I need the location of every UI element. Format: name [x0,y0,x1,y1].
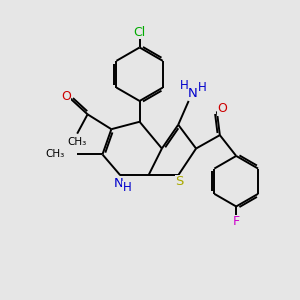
Text: S: S [176,175,184,188]
Text: H: H [180,79,189,92]
Text: Cl: Cl [134,26,146,38]
Text: N: N [114,177,124,190]
Text: O: O [217,103,227,116]
Text: CH₃: CH₃ [45,149,65,160]
Text: H: H [198,81,206,94]
Text: F: F [232,215,240,228]
Text: N: N [188,87,198,100]
Text: O: O [61,90,71,103]
Text: CH₃: CH₃ [68,137,87,147]
Text: H: H [122,181,131,194]
